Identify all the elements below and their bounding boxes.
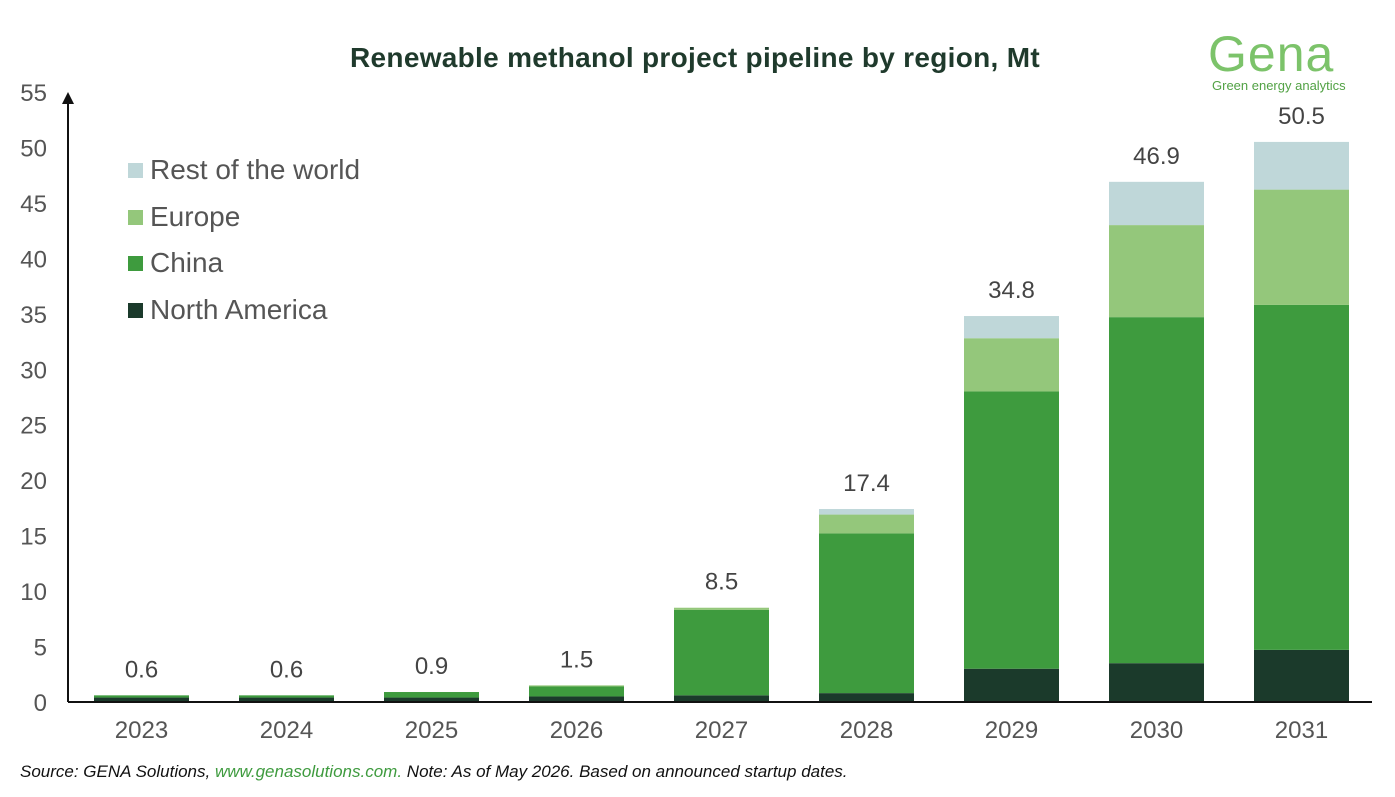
legend-swatch-north-america xyxy=(128,302,143,318)
logo-wordmark: Gena xyxy=(1208,26,1335,82)
y-tick-label: 5 xyxy=(34,635,47,662)
y-tick-label: 40 xyxy=(20,246,47,273)
bar-total-label: 34.8 xyxy=(988,277,1035,304)
x-tick-label: 2027 xyxy=(695,717,748,744)
y-tick-label: 20 xyxy=(20,468,47,495)
x-tick-label: 2031 xyxy=(1275,717,1328,744)
bar-segment-europe xyxy=(964,338,1059,392)
bar-segment-north-america xyxy=(819,693,914,702)
bar-segment-rest-of-the-world xyxy=(1109,181,1204,226)
bar-segment-north-america xyxy=(94,697,189,702)
bar-segment-china xyxy=(674,609,769,696)
bar-segment-china xyxy=(964,391,1059,669)
legend-label: Rest of the world xyxy=(150,154,361,185)
bar-total-label: 46.9 xyxy=(1133,143,1180,170)
bar-total-label: 50.5 xyxy=(1278,103,1325,130)
source-note: Source: GENA Solutions, www.genasolution… xyxy=(20,762,848,782)
x-tick-label: 2023 xyxy=(115,717,168,744)
y-tick-label: 30 xyxy=(20,357,47,384)
bar-total-label: 0.9 xyxy=(415,653,448,680)
bar-total-label: 0.6 xyxy=(125,656,158,683)
bar-segment-china xyxy=(819,533,914,694)
x-tick-label: 2029 xyxy=(985,717,1038,744)
x-tick-label: 2025 xyxy=(405,717,458,744)
bar-segment-europe xyxy=(529,685,624,687)
bar-segment-europe xyxy=(1109,225,1204,318)
bar-segment-china xyxy=(384,692,479,698)
bar-total-label: 1.5 xyxy=(560,646,593,673)
bar-total-label: 0.6 xyxy=(270,656,303,683)
legend-swatch-rest-of-world xyxy=(128,163,143,178)
bar-segment-rest-of-the-world xyxy=(1254,141,1349,190)
legend-label: China xyxy=(150,247,224,278)
x-tick-label: 2024 xyxy=(260,717,313,744)
bar-segment-rest-of-the-world xyxy=(819,509,914,515)
source-link[interactable]: www.genasolutions.com. xyxy=(214,762,403,781)
x-tick-label: 2026 xyxy=(550,717,603,744)
bar-segment-north-america xyxy=(674,695,769,702)
y-tick-label: 35 xyxy=(20,302,47,329)
y-tick-label: 0 xyxy=(34,690,47,717)
y-tick-label: 25 xyxy=(20,413,47,440)
bar-segment-north-america xyxy=(239,697,334,702)
bar-total-label: 17.4 xyxy=(843,470,890,497)
bar-segment-china xyxy=(94,695,189,698)
bar-segment-north-america xyxy=(529,696,624,702)
bar-segment-europe xyxy=(674,607,769,610)
source-prefix: Source: GENA Solutions, xyxy=(20,762,215,781)
bar-segment-rest-of-the-world xyxy=(964,316,1059,339)
y-axis-arrow xyxy=(62,92,74,104)
legend-label: North America xyxy=(150,293,328,325)
x-tick-label: 2030 xyxy=(1130,717,1183,744)
bar-segment-china xyxy=(1109,317,1204,664)
y-tick-label: 15 xyxy=(20,524,47,551)
logo-tagline: Green energy analytics xyxy=(1212,78,1346,93)
chart-title: Renewable methanol project pipeline by r… xyxy=(350,42,1040,73)
x-tick-label: 2028 xyxy=(840,717,893,744)
bar-segment-china xyxy=(1254,304,1349,650)
y-tick-label: 55 xyxy=(20,80,47,107)
source-note-text: Note: As of May 2026. Based on announced… xyxy=(402,762,848,781)
bar-segment-europe xyxy=(819,514,914,534)
bar-total-label: 8.5 xyxy=(705,569,738,596)
bar-segment-north-america xyxy=(1109,663,1204,702)
gena-logo: Gena Green energy analytics xyxy=(1208,26,1378,93)
legend-swatch-europe xyxy=(128,209,143,225)
bar-segment-north-america xyxy=(964,668,1059,702)
y-tick-label: 45 xyxy=(20,191,47,218)
bar-segment-china xyxy=(529,686,624,697)
bar-segment-north-america xyxy=(1254,649,1349,702)
legend-label: Europe xyxy=(150,200,241,232)
bar-segment-europe xyxy=(1254,189,1349,305)
y-tick-label: 10 xyxy=(20,579,47,606)
legend-swatch-china xyxy=(128,256,143,271)
y-tick-label: 50 xyxy=(20,135,47,162)
bar-segment-china xyxy=(239,695,334,698)
bar-segment-north-america xyxy=(384,697,479,702)
